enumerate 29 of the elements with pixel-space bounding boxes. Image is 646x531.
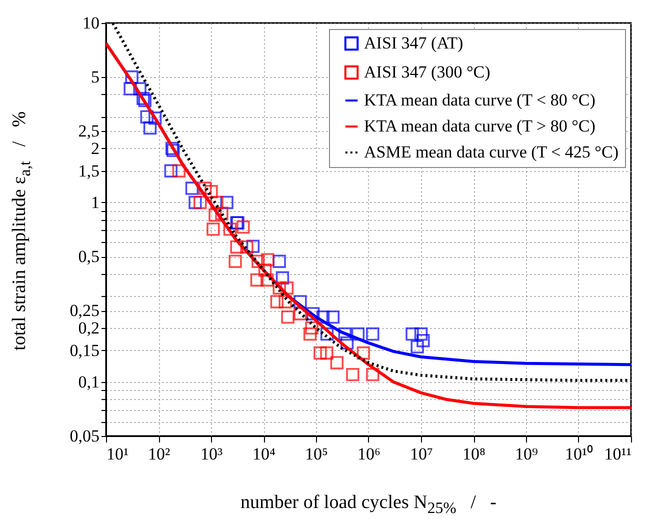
x-tick-label: 10¹⁰: [564, 444, 594, 464]
legend-label: KTA mean data curve (T > 80 °C): [364, 116, 596, 136]
legend-label: AISI 347 (AT): [364, 34, 464, 52]
y-tick-label: 0,2: [78, 318, 100, 338]
legend-label: KTA mean data curve (T < 80 °C): [364, 90, 596, 110]
y-tick-label: 10: [82, 14, 100, 32]
x-tick-label: 10⁶: [358, 444, 381, 464]
x-axis-title: number of load cycles N$_{25%}$ / -: [240, 492, 498, 518]
x-tick-label: 10⁹: [515, 444, 538, 464]
y-tick-label: 2: [91, 138, 100, 158]
x-tick-label: 10⁷: [410, 444, 434, 464]
y-tick-label: 1: [91, 192, 100, 212]
x-tick-label: 10²: [148, 444, 170, 464]
x-tick-label: 10¹: [106, 444, 129, 464]
y-tick-label: 0,1: [78, 372, 100, 392]
y-tick-label: 0,25: [70, 301, 100, 320]
x-tick-label: 10⁴: [252, 444, 276, 464]
x-tick-label: 10⁸: [462, 444, 486, 464]
x-tick-label: 10³: [200, 444, 223, 464]
y-tick-label: 0,5: [78, 247, 100, 266]
y-tick-label: 1,5: [78, 161, 100, 180]
y-tick-label: 2,5: [78, 122, 100, 141]
legend-label: AISI 347 (300 °C): [364, 62, 490, 82]
y-tick-label: 5: [91, 68, 100, 87]
legend-label: ASME mean data curve (T < 425 °C): [364, 142, 618, 162]
y-tick-label: 0,05: [70, 426, 100, 446]
x-tick-label: 10⁵: [305, 444, 328, 464]
x-tick-label: 10¹¹: [604, 444, 632, 464]
y-tick-label: 0,15: [70, 340, 100, 360]
